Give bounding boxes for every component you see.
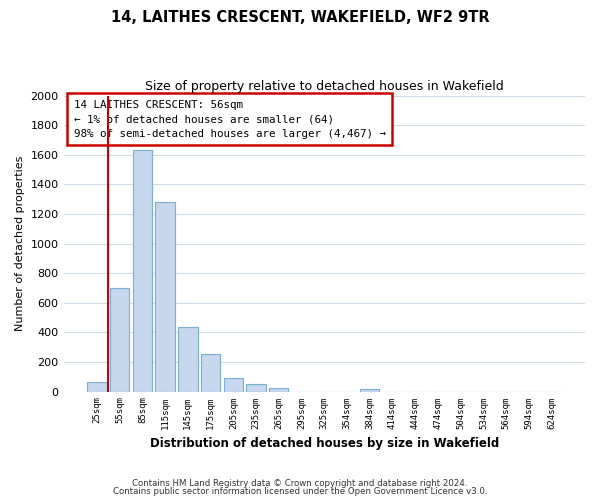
Text: 14 LAITHES CRESCENT: 56sqm
← 1% of detached houses are smaller (64)
98% of semi-: 14 LAITHES CRESCENT: 56sqm ← 1% of detac…	[74, 100, 386, 139]
Bar	[155, 202, 175, 392]
Text: Contains public sector information licensed under the Open Government Licence v3: Contains public sector information licen…	[113, 487, 487, 496]
Bar	[247, 384, 266, 392]
Bar	[133, 150, 152, 392]
Bar	[87, 382, 107, 392]
Bar	[360, 390, 379, 392]
Bar	[224, 378, 243, 392]
Title: Size of property relative to detached houses in Wakefield: Size of property relative to detached ho…	[145, 80, 503, 93]
X-axis label: Distribution of detached houses by size in Wakefield: Distribution of detached houses by size …	[149, 437, 499, 450]
Bar	[269, 388, 289, 392]
Text: Contains HM Land Registry data © Crown copyright and database right 2024.: Contains HM Land Registry data © Crown c…	[132, 478, 468, 488]
Bar	[178, 327, 197, 392]
Bar	[110, 288, 130, 392]
Bar	[201, 354, 220, 392]
Text: 14, LAITHES CRESCENT, WAKEFIELD, WF2 9TR: 14, LAITHES CRESCENT, WAKEFIELD, WF2 9TR	[110, 10, 490, 25]
Y-axis label: Number of detached properties: Number of detached properties	[15, 156, 25, 331]
